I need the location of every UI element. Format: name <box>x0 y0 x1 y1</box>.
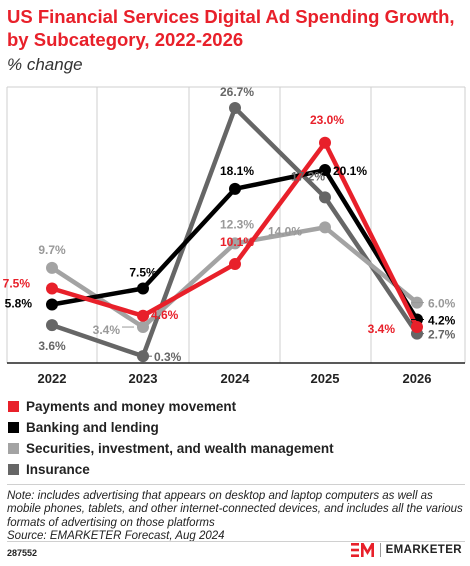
data-label: 10.1% <box>220 235 254 249</box>
legend-label: Insurance <box>26 461 90 477</box>
footer-note: Note: includes advertising that appears … <box>7 490 467 544</box>
brand-logo: EMARKETER <box>350 543 462 557</box>
data-label: 17.2% <box>291 169 325 183</box>
legend-swatch <box>8 421 19 433</box>
data-point <box>46 298 58 311</box>
legend-label: Securities, investment, and wealth manag… <box>26 440 334 456</box>
data-point <box>137 282 149 295</box>
brand-divider <box>379 543 381 557</box>
chart-title: US Financial Services Digital Ad Spendin… <box>7 6 455 50</box>
data-point <box>137 350 149 363</box>
footer-divider <box>7 541 465 542</box>
chart-subtitle: % change <box>7 55 83 74</box>
legend-item-banking: Banking and lending <box>8 417 334 437</box>
line-chart: 2022 2023 2024 2025 2026 7.5% 4.6% 10.1% 23.0% 3.… <box>3 85 466 386</box>
note-text: Note: includes advertising that appears … <box>7 490 463 529</box>
data-point <box>46 261 58 274</box>
data-label: 7.5% <box>129 266 157 280</box>
data-point <box>411 321 423 334</box>
data-point <box>46 282 58 295</box>
data-label: 6.0% <box>428 297 456 311</box>
data-label: 5.8% <box>5 296 33 310</box>
legend-swatch <box>8 442 19 454</box>
data-point <box>319 221 331 234</box>
x-tick-label: 2025 <box>311 371 340 386</box>
legend-item-insurance: Insurance <box>8 459 334 479</box>
data-label: 7.5% <box>3 277 31 291</box>
legend-label: Payments and money movement <box>26 398 237 414</box>
x-tick-label: 2026 <box>403 371 432 386</box>
data-label: 4.6% <box>151 308 179 322</box>
data-label: 12.3% <box>220 217 254 231</box>
emarketer-logo-icon <box>350 543 374 557</box>
data-label: 3.4% <box>93 323 121 337</box>
legend-item-payments: Payments and money movement <box>8 396 334 416</box>
data-point <box>137 321 149 334</box>
brand-name: EMARKETER <box>385 544 462 556</box>
data-label: 26.7% <box>220 85 254 99</box>
data-label: 3.4% <box>368 322 396 336</box>
data-label: 14.0% <box>268 224 302 238</box>
data-label: 20.1% <box>333 164 367 178</box>
data-point <box>229 182 241 195</box>
data-label: 9.7% <box>38 243 66 257</box>
x-tick-label: 2024 <box>221 371 251 386</box>
data-point <box>229 237 241 250</box>
x-tick-label: 2022 <box>38 371 67 386</box>
chart-id: 287552 <box>7 548 38 558</box>
chart-legend: Payments and money movement Banking and … <box>8 396 334 480</box>
legend-item-securities: Securities, investment, and wealth manag… <box>8 438 334 458</box>
data-point <box>319 136 331 149</box>
data-label: 3.6% <box>38 339 66 353</box>
data-point <box>319 191 331 204</box>
data-label: 4.2% <box>428 314 456 328</box>
source-text: Source: EMARKETER Forecast, Aug 2024 <box>7 530 225 543</box>
data-label: 23.0% <box>310 113 344 127</box>
data-label: 2.7% <box>428 328 456 342</box>
data-point <box>137 309 149 322</box>
x-tick-label: 2023 <box>129 371 158 386</box>
legend-swatch <box>8 463 19 475</box>
data-label: 0.3% <box>154 350 182 364</box>
legend-label: Banking and lending <box>26 419 159 435</box>
legend-swatch <box>8 400 19 412</box>
data-point <box>46 319 58 332</box>
data-label: 18.1% <box>220 164 254 178</box>
data-point <box>229 258 241 271</box>
data-point <box>229 102 241 115</box>
footer-divider <box>7 484 465 485</box>
